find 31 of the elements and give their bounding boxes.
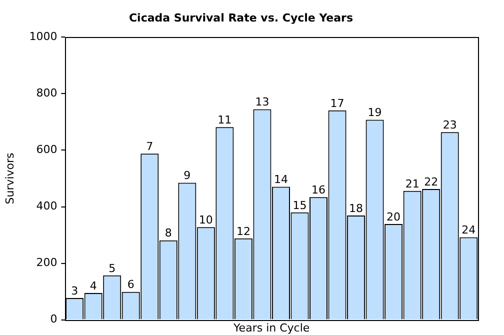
x-tick-label: 22 — [424, 175, 438, 188]
x-tick-label: 10 — [198, 213, 213, 226]
x-tick-label: 23 — [442, 118, 457, 132]
x-tick-label: 21 — [405, 177, 420, 190]
y-axis-title: Survivors — [3, 152, 16, 204]
x-tick-label: 16 — [312, 184, 326, 197]
y-tick-label: 600 — [36, 143, 58, 156]
x-tick-label: 24 — [462, 224, 476, 237]
x-tick-label: 9 — [184, 169, 191, 182]
x-tick-label: 11 — [218, 113, 232, 126]
x-tick-label: 4 — [90, 279, 97, 292]
x-tick-label: 8 — [164, 226, 172, 240]
x-axis-title: Years in Cycle — [232, 321, 310, 334]
x-tick-label: 18 — [349, 202, 364, 215]
x-tick-label: 17 — [330, 96, 344, 110]
x-tick-label: 15 — [292, 198, 307, 212]
x-tick-label: 19 — [368, 106, 382, 120]
x-tick-label: 7 — [146, 140, 154, 153]
y-tick-label: 200 — [36, 256, 58, 270]
x-tick-label: 14 — [274, 173, 288, 186]
y-tick-label: 400 — [36, 200, 58, 213]
x-tick-label: 3 — [71, 284, 78, 298]
y-tick-label: 0 — [50, 312, 58, 326]
y-tick-label: 1000 — [29, 30, 58, 44]
x-tick-label: 20 — [386, 210, 401, 224]
y-tick-label: 800 — [36, 86, 58, 100]
x-tick-label: 12 — [236, 224, 250, 238]
chart-title: Cicada Survival Rate vs. Cycle Years — [128, 11, 354, 24]
x-tick-label: 6 — [127, 278, 134, 292]
x-tick-label: 13 — [255, 96, 270, 109]
x-tick-label: 5 — [108, 262, 116, 275]
